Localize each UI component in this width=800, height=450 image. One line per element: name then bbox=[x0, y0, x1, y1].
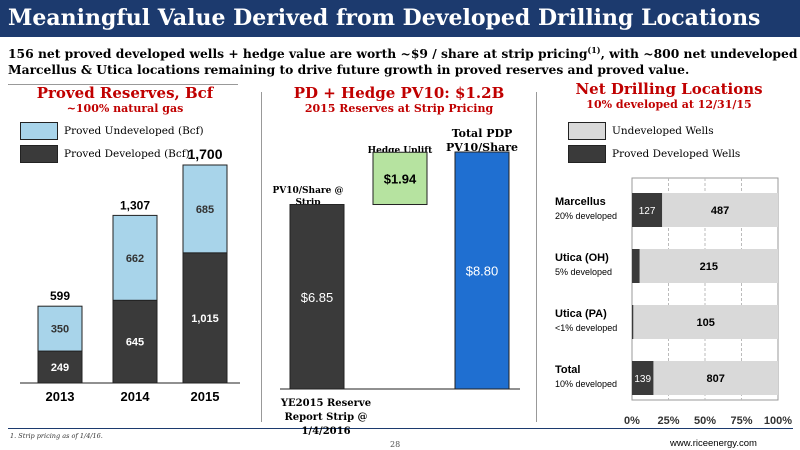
bar-undeveloped-utica-pa bbox=[633, 305, 778, 339]
x-tick-2015: 2015 bbox=[191, 389, 220, 404]
reserves-chart: 249 350 599 2013 645 662 1,307 2014 1,015 685 1,70… bbox=[20, 146, 240, 404]
category-note-utica-oh: 5% developed bbox=[555, 267, 612, 277]
footnote: 1. Strip pricing as of 1/4/16. bbox=[10, 432, 103, 440]
legend-swatch-developed bbox=[20, 145, 58, 163]
label-undeveloped-2014: 662 bbox=[126, 253, 144, 265]
label-developed-2015: 1,015 bbox=[191, 313, 219, 325]
x-tick-3: 75% bbox=[730, 415, 752, 427]
label-hedge-uplift: $1.94 bbox=[384, 171, 417, 186]
bar-developed-utica-pa bbox=[632, 305, 634, 339]
bar-developed-marcellus bbox=[632, 193, 663, 227]
label-total-2014: 1,307 bbox=[120, 198, 150, 212]
website-link[interactable]: www.riceenergy.com bbox=[670, 438, 757, 449]
label-total-2015: 1,700 bbox=[187, 146, 222, 162]
label-total-2013: 599 bbox=[50, 289, 70, 303]
x-tick-2013: 2013 bbox=[46, 389, 75, 404]
label-undeveloped-marcellus: 487 bbox=[711, 205, 729, 217]
bar-pv10-strip bbox=[289, 204, 345, 390]
x-tick-0: 0% bbox=[624, 415, 640, 427]
total-pdp-label: Total PDP PV10/Share bbox=[446, 127, 518, 154]
pv10-chart-subtitle: 2015 Reserves at Strip Pricing bbox=[304, 102, 494, 115]
bar-developed-2015 bbox=[182, 252, 228, 384]
bar-developed-utica-oh bbox=[632, 249, 640, 283]
locations-chart: 0% 25% 50% 75% 100% 127 487 Marcellus 20% develo… bbox=[555, 177, 792, 427]
subtitle-main: 156 net proved developed wells + hedge v… bbox=[8, 46, 588, 62]
bar-undeveloped-2014 bbox=[112, 214, 158, 301]
label-undeveloped-2013: 350 bbox=[51, 324, 69, 336]
x-tick-2: 50% bbox=[694, 415, 716, 427]
legend-swatch-developed-wells bbox=[568, 145, 606, 163]
pv10-x-axis-label: YE2015 Reserve Report Strip @ 1/4/2016 bbox=[280, 398, 372, 437]
subtitle-rest: , with ~800 net undeveloped Marcellus & … bbox=[8, 46, 798, 78]
x-tick-1: 25% bbox=[657, 415, 679, 427]
label-undeveloped-utica-oh: 215 bbox=[700, 261, 718, 273]
hedge-uplift-label: Hedge Uplift bbox=[367, 146, 433, 156]
bar-hedge-uplift bbox=[372, 151, 428, 206]
x-tick-4: 100% bbox=[764, 415, 792, 427]
label-undeveloped-total: 807 bbox=[707, 373, 725, 385]
bar-developed-total bbox=[632, 361, 654, 395]
title-bar: Meaningful Value Derived from Developed … bbox=[0, 0, 800, 37]
label-developed-total: 139 bbox=[634, 374, 651, 385]
x-tick-2014: 2014 bbox=[121, 389, 151, 404]
footer-rule bbox=[8, 428, 793, 429]
bar-undeveloped-2013 bbox=[37, 305, 83, 352]
bar-undeveloped-utica-oh bbox=[639, 249, 778, 283]
legend-label-developed-wells: Proved Developed Wells bbox=[612, 148, 741, 160]
page-subtitle: 156 net proved developed wells + hedge v… bbox=[8, 42, 798, 78]
left-panel-top-rule bbox=[8, 84, 238, 85]
category-note-utica-pa: <1% developed bbox=[555, 323, 617, 333]
category-utica-oh: Utica (OH) bbox=[555, 252, 609, 264]
divider-right bbox=[536, 92, 537, 422]
legend-label-undeveloped-wells: Undeveloped Wells bbox=[612, 125, 714, 137]
bar-total-pdp bbox=[454, 151, 510, 390]
subtitle-footnote-ref: (1) bbox=[587, 45, 601, 55]
legend-label-undeveloped: Proved Undeveloped (Bcf) bbox=[64, 125, 204, 137]
label-undeveloped-2015: 685 bbox=[196, 204, 214, 216]
label-total-pdp: $8.80 bbox=[466, 264, 499, 279]
label-developed-2013: 249 bbox=[51, 362, 69, 374]
legend-swatch-undeveloped bbox=[20, 122, 58, 140]
reserves-chart-subtitle: ~100% natural gas bbox=[66, 102, 184, 115]
label-developed-2014: 645 bbox=[126, 337, 144, 349]
category-total: Total bbox=[555, 364, 580, 376]
bar-developed-2014 bbox=[112, 299, 158, 384]
locations-chart-subtitle: 10% developed at 12/31/15 bbox=[586, 98, 752, 111]
page-title: Meaningful Value Derived from Developed … bbox=[8, 5, 761, 31]
locations-chart-title: Net Drilling Locations bbox=[575, 80, 763, 98]
divider-left bbox=[261, 92, 262, 422]
label-pv10-strip: $6.85 bbox=[301, 290, 334, 305]
category-note-marcellus: 20% developed bbox=[555, 211, 617, 221]
pv10-chart-title: PD + Hedge PV10: $1.2B bbox=[293, 84, 505, 102]
pv10-strip-label: PV10/Share @ Strip bbox=[272, 186, 344, 208]
legend-label-developed: Proved Developed (Bcf) bbox=[64, 148, 190, 160]
category-utica-pa: Utica (PA) bbox=[555, 308, 607, 320]
bar-undeveloped-2015 bbox=[182, 164, 228, 254]
label-undeveloped-utica-pa: 105 bbox=[697, 317, 715, 329]
label-developed-marcellus: 127 bbox=[639, 206, 656, 217]
reserves-chart-title: Proved Reserves, Bcf bbox=[36, 84, 214, 102]
category-note-total: 10% developed bbox=[555, 379, 617, 389]
pv10-chart: $6.85 $1.94 $8.80 bbox=[280, 151, 520, 390]
page-number: 28 bbox=[390, 440, 401, 449]
bar-undeveloped-marcellus bbox=[662, 193, 778, 227]
category-marcellus: Marcellus bbox=[555, 196, 606, 208]
legend-swatch-undeveloped-wells bbox=[568, 122, 606, 140]
bar-undeveloped-total bbox=[653, 361, 778, 395]
